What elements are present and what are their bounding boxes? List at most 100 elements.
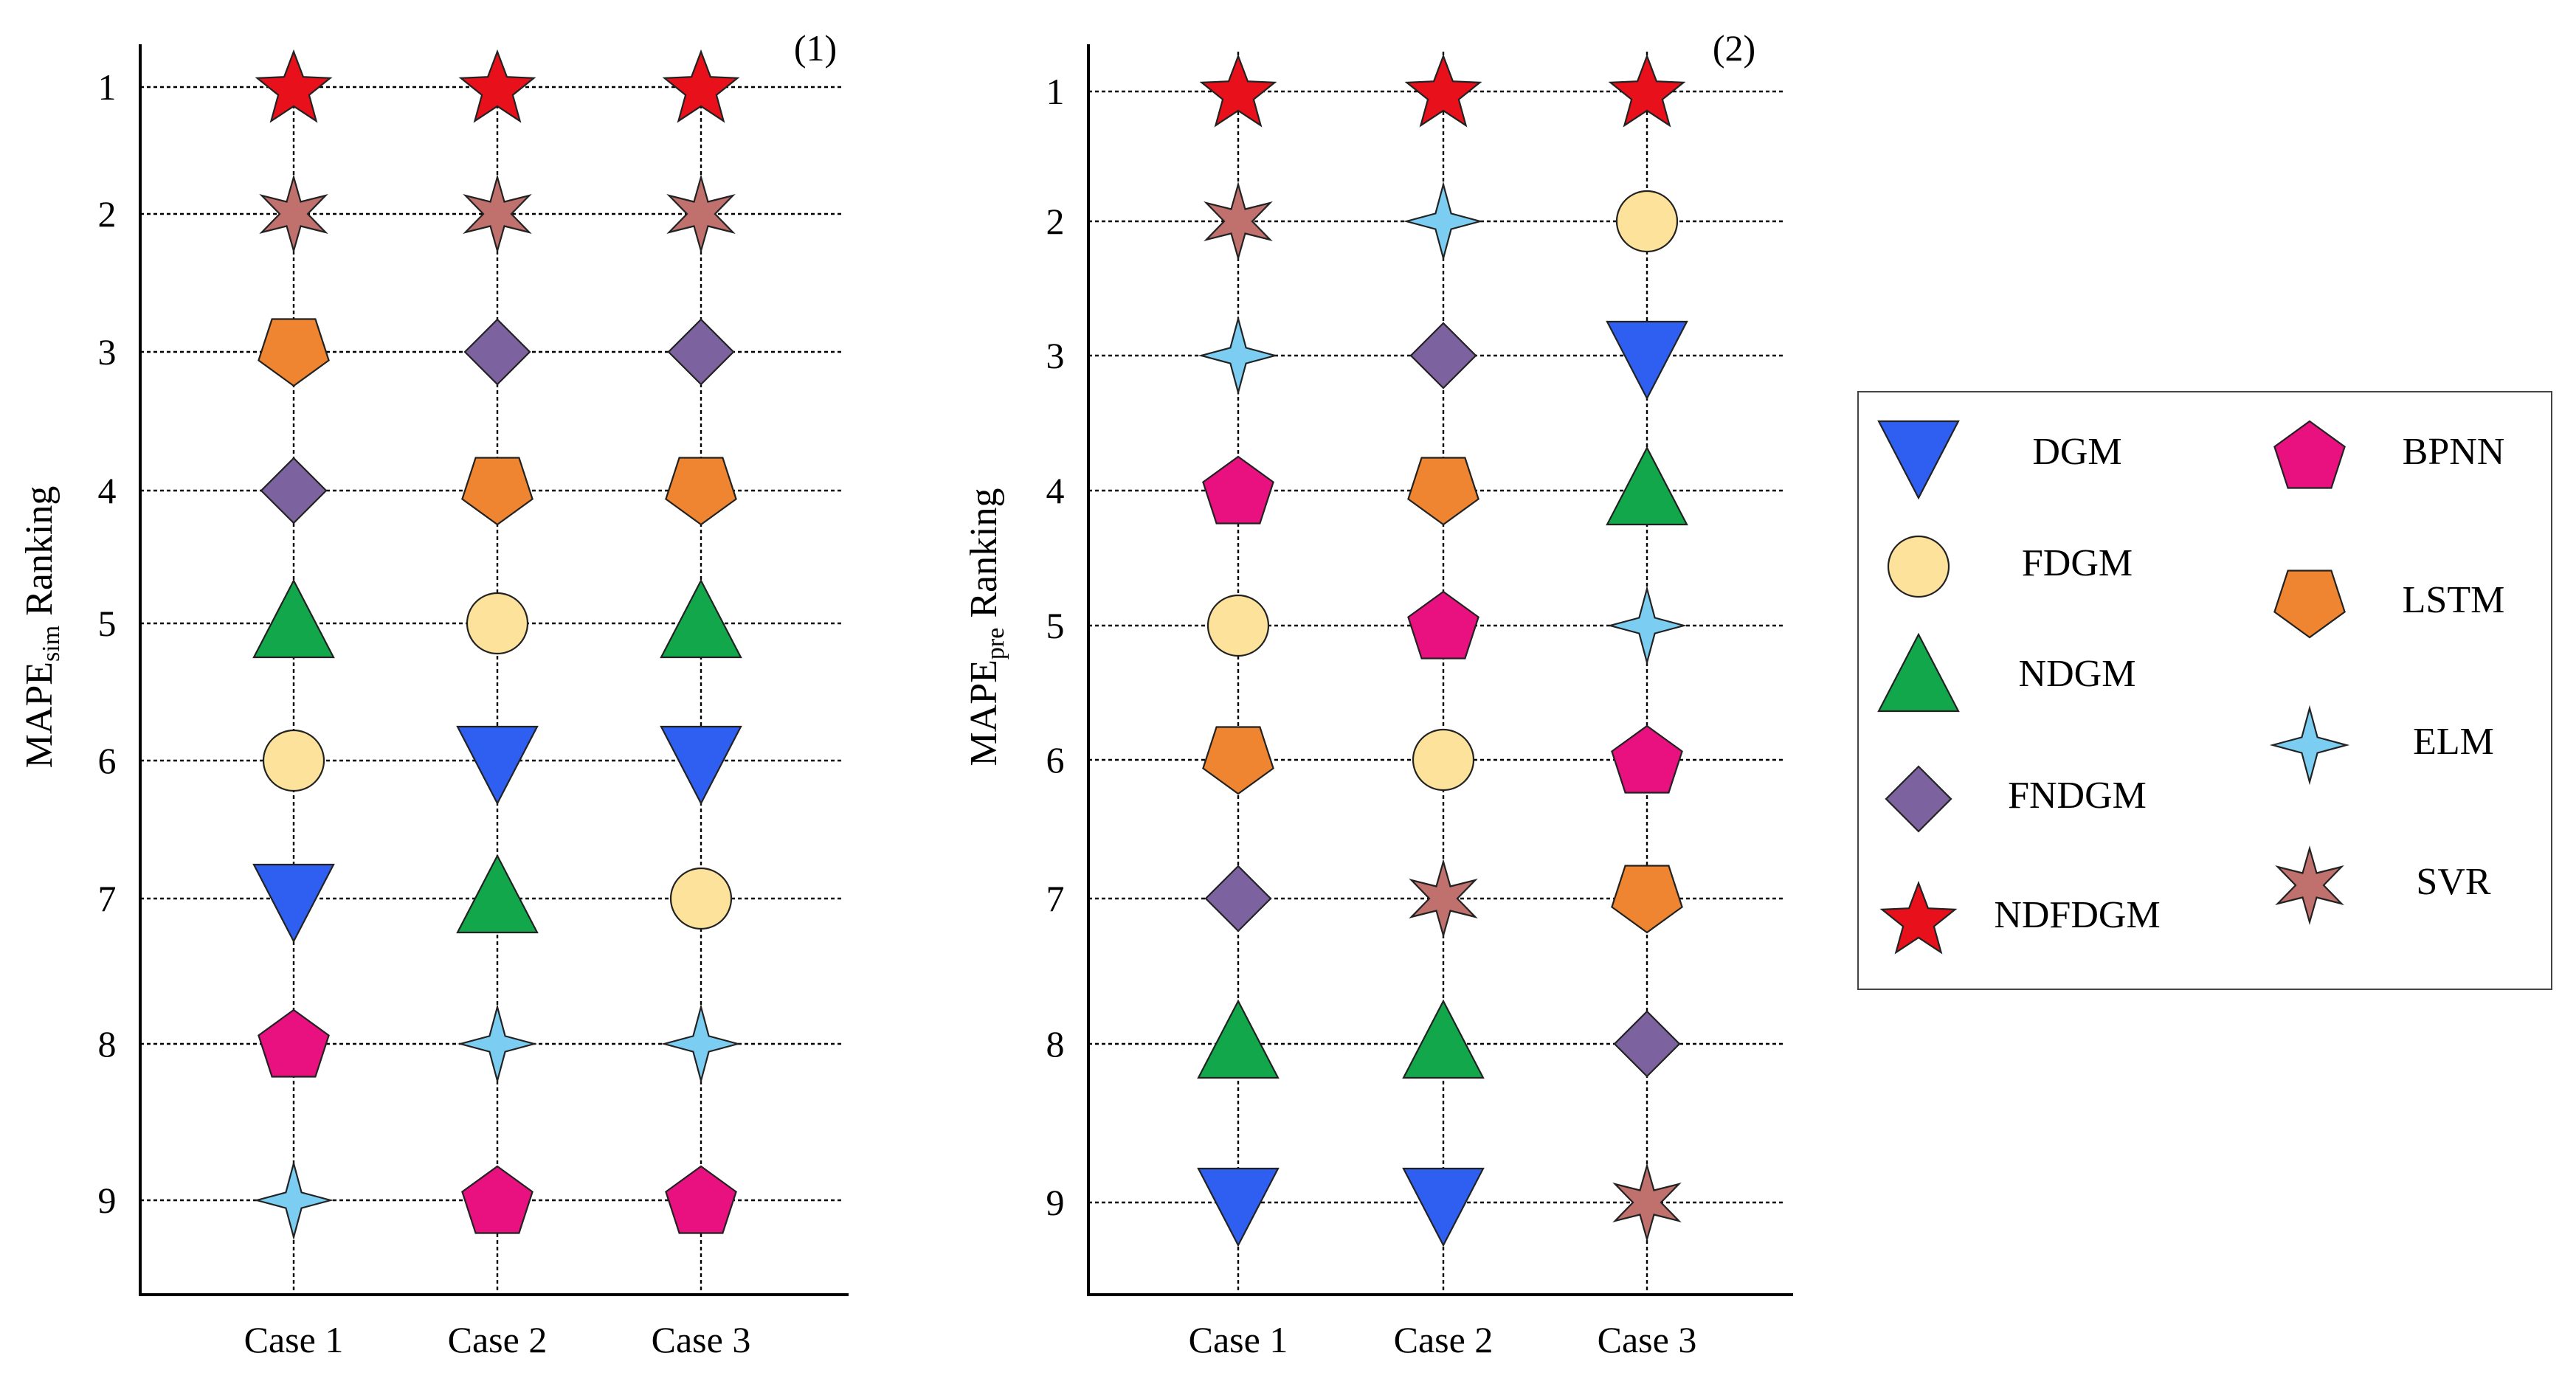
y-tick-label: 4 (1046, 470, 1065, 511)
marker-lstm-case-1 (1202, 726, 1274, 795)
y-tick-label: 1 (98, 66, 117, 108)
legend-marker-lstm (2273, 570, 2346, 639)
marker-ndgm-case-3 (1606, 446, 1688, 526)
y-tick-label: 5 (98, 603, 117, 644)
marker-elm-case-3 (660, 1003, 742, 1084)
y-tick-label: 5 (1046, 605, 1065, 646)
y-tick-label: 6 (98, 740, 117, 781)
marker-fndgm-case-1 (1204, 865, 1272, 932)
legend-label-elm: ELM (2413, 721, 2494, 763)
grid (1088, 52, 1786, 1295)
y-axis-label-sub: pre (982, 628, 1009, 660)
marker-fdgm-case-3 (1615, 190, 1679, 253)
legend-label-dgm: DGM (2032, 431, 2121, 473)
y-tick-label: 3 (98, 331, 117, 373)
legend-label-fdgm: FDGM (2022, 542, 2133, 584)
legend-marker-bpnn (2273, 420, 2346, 489)
panel-label: (1) (794, 27, 837, 69)
y-tick-label: 8 (1046, 1023, 1065, 1065)
y-tick-label: 9 (98, 1180, 117, 1221)
marker-fndgm-case-3 (667, 318, 735, 386)
markers (1197, 53, 1688, 1247)
marker-lstm-case-3 (665, 457, 737, 526)
panel-2-pre-ranking: 1 2 3 4 5 6 7 8 9 Case 1 Case 2 Case 3 (2) MAPEpre Ra… (963, 27, 1793, 1360)
grid (140, 52, 841, 1295)
marker-dgm-case-2 (1402, 1167, 1485, 1247)
marker-fdgm-case-1 (262, 729, 325, 792)
marker-ndfdgm-case-2 (458, 49, 536, 123)
y-tick-label: 3 (1046, 335, 1065, 376)
marker-fdgm-case-2 (466, 592, 529, 655)
marker-fndgm-case-2 (463, 318, 531, 386)
legend-marker-fdgm (1887, 535, 1950, 598)
y-axis-label: MAPEsim Ranking (18, 486, 65, 769)
marker-bpnn-case-2 (1407, 590, 1479, 660)
marker-elm-case-1 (1198, 315, 1279, 396)
marker-ndfdgm-case-3 (1608, 53, 1686, 128)
marker-bpnn-case-3 (1611, 724, 1683, 794)
legend-label-ndfdgm: NDFDGM (1994, 894, 2160, 936)
marker-ndfdgm-case-3 (662, 49, 740, 123)
marker-ndfdgm-case-1 (255, 49, 333, 123)
marker-elm-case-3 (1606, 585, 1688, 666)
marker-bpnn-case-2 (461, 1165, 533, 1234)
marker-ndfdgm-case-1 (1199, 53, 1277, 128)
marker-fndgm-case-3 (1613, 1010, 1681, 1078)
marker-fndgm-case-2 (1409, 322, 1477, 390)
marker-fndgm-case-1 (260, 457, 328, 525)
marker-svr-case-2 (1409, 858, 1478, 939)
marker-bpnn-case-1 (258, 1008, 330, 1078)
y-axis-label-rest: Ranking (963, 488, 1005, 627)
x-tick-label: Case 1 (244, 1319, 344, 1360)
marker-lstm-case-2 (1407, 457, 1479, 526)
y-tick-label: 9 (1046, 1182, 1065, 1223)
legend-marker-ndgm (1877, 632, 1960, 713)
marker-dgm-case-1 (252, 863, 335, 944)
y-axis-label-main: MAPE (18, 662, 61, 768)
marker-lstm-case-3 (1611, 865, 1683, 934)
legend: DGM FDGM NDGM FNDGM NDFDGM BPNN LSTM ELM SVR (1857, 391, 2552, 990)
marker-ndgm-case-2 (456, 854, 539, 934)
marker-svr-case-2 (463, 173, 532, 255)
x-tick-label: Case 2 (448, 1319, 548, 1360)
marker-ndgm-case-2 (1402, 999, 1485, 1079)
y-axis-label: MAPEpre Ranking (963, 488, 1009, 766)
marker-bpnn-case-1 (1202, 455, 1274, 525)
y-tick-label: 4 (98, 470, 117, 511)
marker-svr-case-3 (1612, 1162, 1682, 1243)
marker-fdgm-case-1 (1206, 594, 1270, 657)
legend-label-lstm: LSTM (2403, 579, 2505, 621)
marker-fdgm-case-3 (669, 867, 733, 930)
marker-svr-case-1 (1204, 181, 1273, 262)
marker-svr-case-3 (666, 173, 736, 255)
marker-lstm-case-1 (258, 318, 330, 387)
x-tick-label: Case 1 (1189, 1319, 1288, 1360)
y-tick-label: 7 (98, 878, 117, 919)
panel-label: (2) (1713, 27, 1755, 69)
marker-dgm-case-2 (456, 725, 539, 806)
marker-ndgm-case-1 (1197, 999, 1280, 1079)
marker-elm-case-1 (253, 1160, 334, 1241)
legend-label-bpnn: BPNN (2403, 431, 2505, 473)
marker-svr-case-1 (259, 173, 328, 255)
y-axis-label-rest: Ranking (18, 486, 61, 626)
panel-1-sim-ranking: 1 2 3 4 5 6 7 8 9 Case 1 Case 2 Case 3 (1) MAPEsim Ra… (18, 27, 849, 1360)
marker-dgm-case-3 (660, 725, 742, 806)
marker-elm-case-2 (457, 1003, 538, 1084)
legend-marker-svr (2275, 845, 2344, 926)
marker-dgm-case-1 (1197, 1167, 1280, 1247)
y-axis-label-sub: sim (38, 626, 65, 662)
marker-elm-case-2 (1403, 181, 1484, 262)
x-tick-label: Case 2 (1394, 1319, 1494, 1360)
legend-marker-dgm (1877, 420, 1960, 500)
y-axis-label-main: MAPE (963, 660, 1005, 766)
marker-fdgm-case-2 (1412, 728, 1475, 792)
y-tick-label: 8 (98, 1023, 117, 1065)
legend-label-fndgm: FNDGM (2008, 775, 2147, 817)
y-tick-label: 7 (1046, 878, 1065, 919)
y-tick-label: 1 (1046, 71, 1065, 112)
marker-ndfdgm-case-2 (1404, 53, 1482, 128)
marker-bpnn-case-3 (665, 1165, 737, 1234)
legend-marker-elm (2269, 705, 2350, 786)
